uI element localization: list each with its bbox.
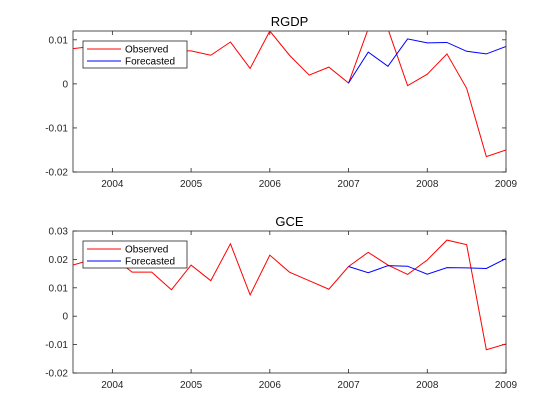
x-tick-label: 2006: [259, 380, 282, 391]
x-tick-label: 2005: [180, 179, 203, 190]
subplot-gce: GCE 2004 2005 2006 2007 2008 2009 0.03 0.02 0.01 0…: [45, 214, 517, 391]
y-tick-label: 0: [62, 79, 68, 90]
y-tick-label: -0.01: [45, 340, 68, 351]
y-tick-label: 0: [62, 312, 68, 323]
chart-title: RGDP: [271, 14, 309, 29]
y-tick-label: 0.01: [49, 283, 69, 294]
legend-label: Observed: [125, 245, 168, 256]
x-tick-label: 2009: [495, 380, 518, 391]
x-tick-label: 2005: [180, 380, 203, 391]
y-tick-label: -0.01: [45, 123, 68, 134]
legend-box: [82, 40, 188, 69]
legend-label: Forecasted: [125, 57, 175, 68]
y-tick-label: 0.02: [49, 255, 69, 266]
chart-title: GCE: [275, 214, 304, 229]
x-tick-label: 2008: [416, 380, 439, 391]
legend-label: Forecasted: [125, 257, 175, 268]
y-tick-label: -0.02: [45, 369, 68, 380]
y-tick-label: -0.02: [45, 168, 68, 179]
x-tick-label: 2006: [259, 179, 282, 190]
series-line-observed: [73, 239, 506, 351]
y-tick-label: 0.01: [49, 35, 69, 46]
y-tick-label: 0.03: [49, 227, 69, 238]
x-tick-label: 2007: [337, 179, 360, 190]
x-tick-label: 2007: [337, 380, 360, 391]
series-line-forecasted: [348, 38, 506, 84]
legend-label: Observed: [125, 45, 168, 56]
x-tick-label: 2008: [416, 179, 439, 190]
subplot-rgdp: RGDP 2004 2005 2006 2007 2008 2009 0.01 0 -0.01 -0…: [45, 14, 517, 190]
series-line-forecasted: [348, 258, 506, 275]
x-tick-label: 2004: [101, 179, 124, 190]
x-tick-label: 2009: [495, 179, 518, 190]
legend-box: [82, 240, 188, 269]
x-tick-label: 2004: [101, 380, 124, 391]
